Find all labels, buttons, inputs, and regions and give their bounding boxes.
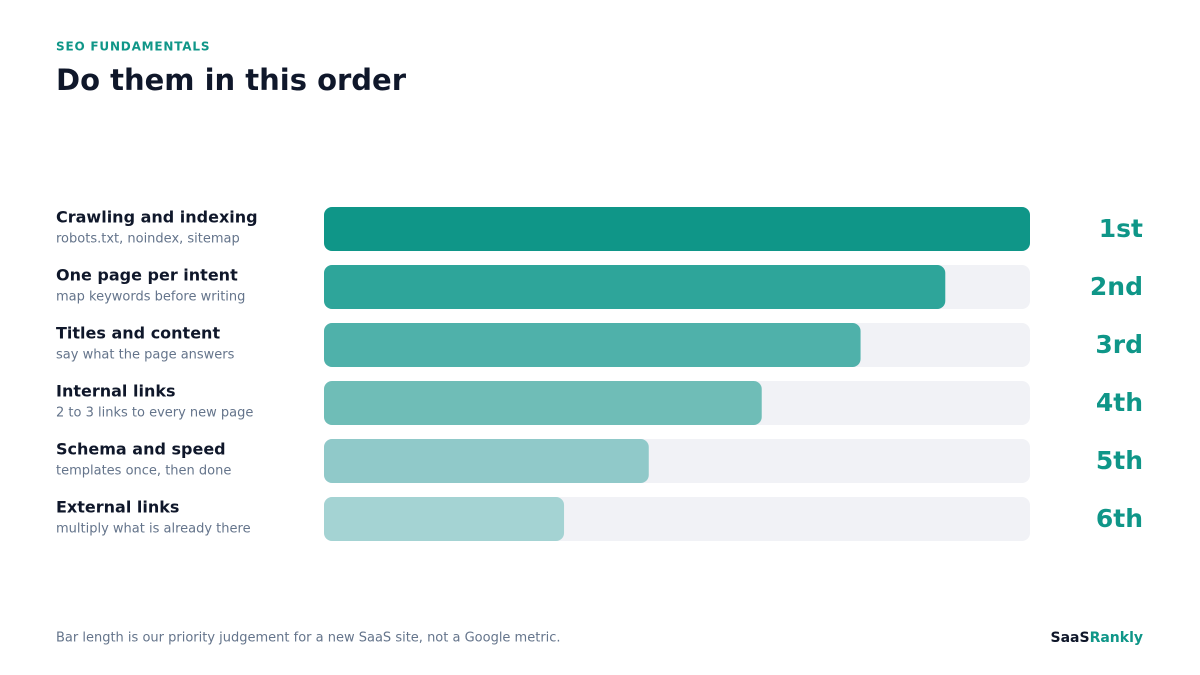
category-description: say what the page answers: [56, 348, 235, 363]
rank-label: 2nd: [1090, 272, 1143, 301]
category-description: map keywords before writing: [56, 290, 245, 305]
brand-part: Rankly: [1090, 630, 1143, 646]
bar: [324, 439, 649, 483]
category-label: Internal links: [56, 382, 176, 401]
category-description: robots.txt, noindex, sitemap: [56, 232, 240, 247]
bar: [324, 381, 762, 425]
rank-label: 4th: [1096, 388, 1143, 417]
category-description: multiply what is already there: [56, 522, 251, 537]
category-description: 2 to 3 links to every new page: [56, 406, 253, 421]
brand-part: SaaS: [1051, 630, 1090, 646]
bar: [324, 323, 861, 367]
eyebrow: SEO FUNDAMENTALS: [56, 40, 210, 54]
category-description: templates once, then done: [56, 464, 231, 479]
category-label: Schema and speed: [56, 440, 226, 459]
rank-label: 6th: [1096, 504, 1143, 533]
category-label: One page per intent: [56, 266, 238, 285]
category-label: Titles and content: [56, 324, 220, 343]
bar: [324, 265, 946, 309]
bar: [324, 207, 1030, 251]
rank-label: 1st: [1099, 214, 1143, 243]
footnote: Bar length is our priority judgement for…: [56, 631, 561, 646]
rank-label: 3rd: [1095, 330, 1143, 359]
rank-label: 5th: [1096, 446, 1143, 475]
chart-title: Do them in this order: [56, 63, 407, 97]
bar: [324, 497, 565, 541]
brand: SaaSRankly: [1051, 630, 1144, 646]
category-label: External links: [56, 498, 179, 517]
category-label: Crawling and indexing: [56, 208, 258, 227]
